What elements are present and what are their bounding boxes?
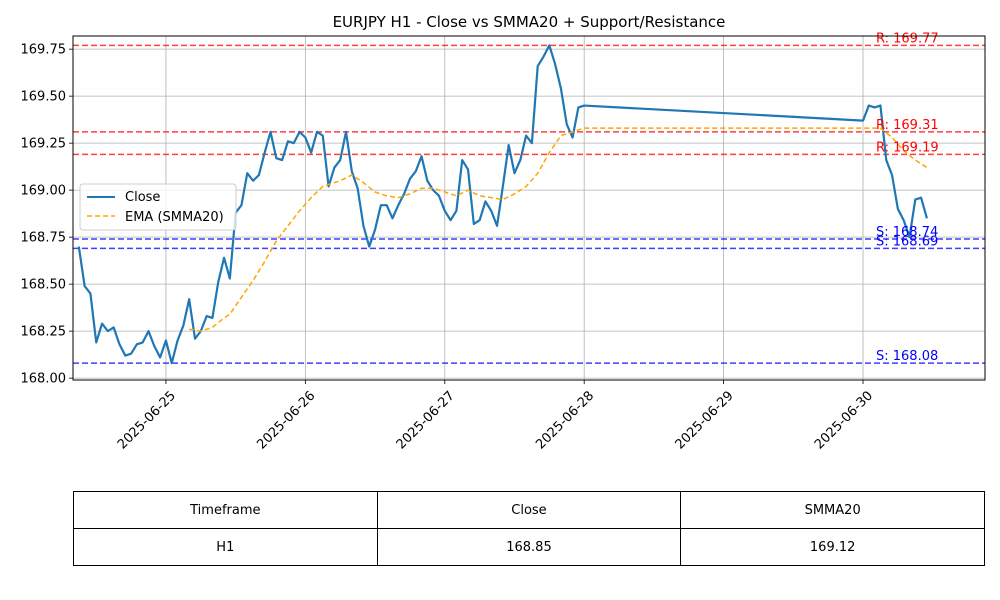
legend-label-smma: EMA (SMMA20): [125, 210, 224, 225]
x-axis-ticks: 2025-06-25 2025-06-26 2025-06-27 2025-06-28…: [115, 380, 876, 452]
support-level-label: S: 168.74: [876, 225, 938, 240]
y-tick-label: 168.25: [21, 325, 67, 340]
table-cell: 168.85: [376, 528, 682, 566]
table-cell: H1: [73, 528, 378, 566]
x-tick-label: 2025-06-25: [115, 388, 179, 452]
legend-label-close: Close: [125, 190, 160, 205]
table-header-cell: Close: [376, 491, 682, 529]
price-chart: EURJPY H1 - Close vs SMMA20 + Support/Re…: [21, 13, 986, 452]
x-tick-label: 2025-06-28: [533, 388, 597, 452]
series-lines: [77, 44, 928, 365]
table-header-row: Timeframe Close SMMA20: [73, 491, 985, 529]
y-tick-label: 169.75: [21, 43, 67, 58]
support-resistance-levels: [73, 44, 985, 364]
resistance-level-label: R: 169.77: [876, 31, 939, 46]
legend-box: [79, 183, 237, 231]
y-axis-ticks: 168.00 168.25 168.50 168.75 169.00 169.25 169.…: [21, 43, 73, 387]
x-tick-label: 2025-06-26: [254, 388, 318, 452]
level-labels: R: 169.77R: 169.31R: 169.19S: 168.74S: 1…: [876, 31, 939, 364]
smma-series-line: [189, 127, 928, 332]
y-tick-label: 169.25: [21, 137, 67, 152]
table-header-cell: SMMA20: [680, 491, 985, 529]
summary-table: Timeframe Close SMMA20 H1 168.85 169.12: [73, 491, 985, 566]
x-tick-label: 2025-06-30: [812, 388, 876, 452]
y-tick-label: 169.00: [21, 184, 67, 199]
plot-frame: [72, 35, 986, 381]
resistance-level-label: R: 169.31: [876, 118, 939, 133]
y-tick-label: 168.50: [21, 278, 67, 293]
table-row: H1 168.85 169.12: [73, 528, 985, 566]
table-cell: 169.12: [680, 528, 985, 566]
support-level-label: S: 168.08: [876, 349, 938, 364]
resistance-level-label: R: 169.19: [876, 140, 939, 155]
y-tick-label: 168.00: [21, 372, 67, 387]
support-level-label: S: 168.69: [876, 234, 938, 249]
x-tick-label: 2025-06-29: [673, 388, 737, 452]
y-tick-label: 169.50: [21, 90, 67, 105]
chart-title: EURJPY H1 - Close vs SMMA20 + Support/Re…: [333, 13, 726, 31]
close-series-line: [77, 44, 928, 365]
y-tick-label: 168.75: [21, 231, 67, 246]
table-header-cell: Timeframe: [73, 491, 378, 529]
x-tick-label: 2025-06-27: [394, 388, 458, 452]
legend: Close EMA (SMMA20): [79, 183, 237, 231]
